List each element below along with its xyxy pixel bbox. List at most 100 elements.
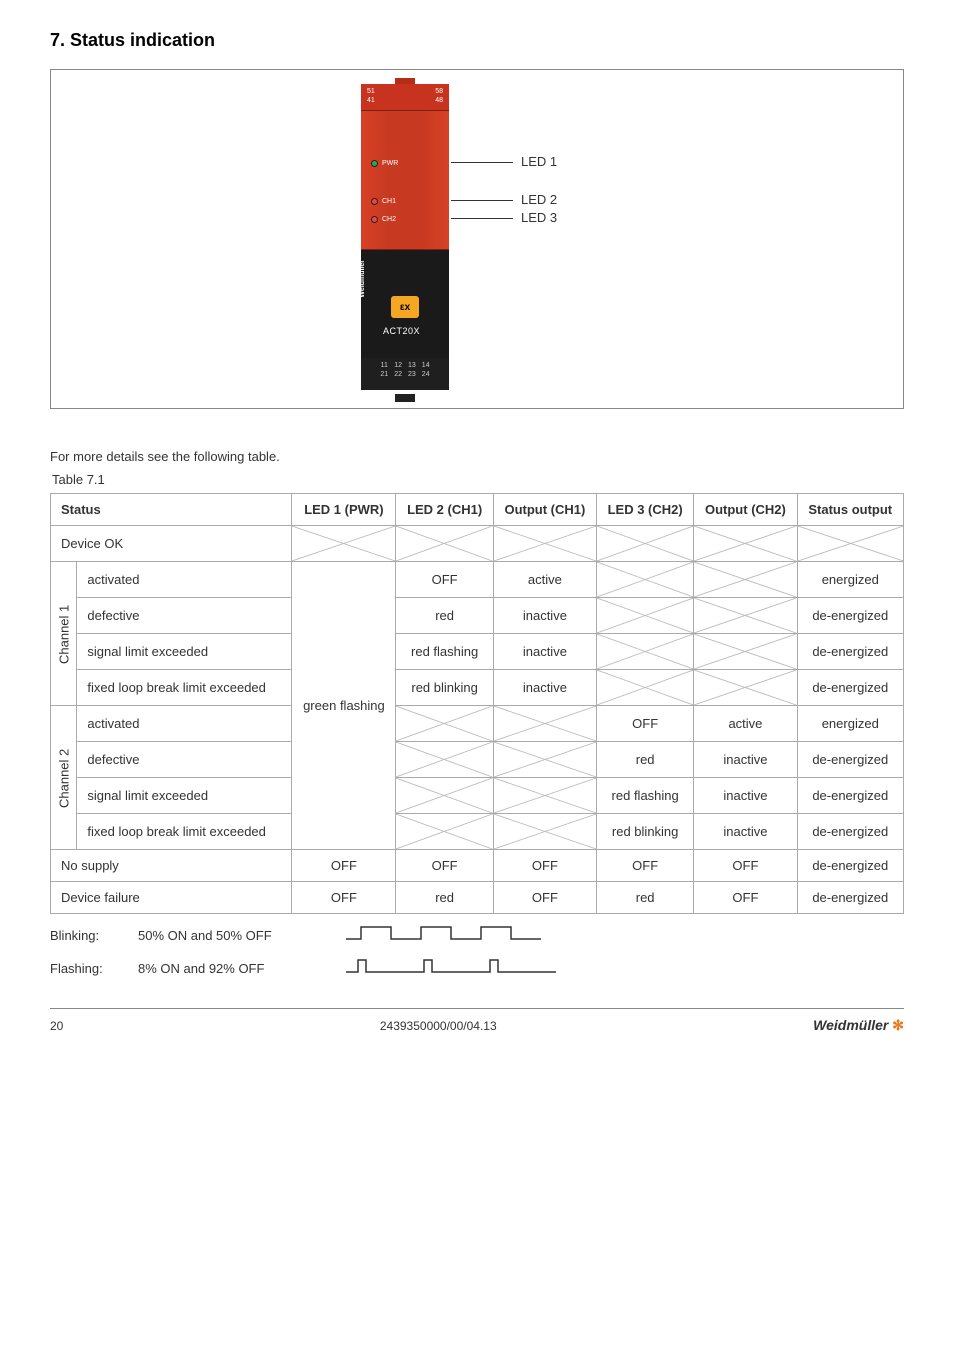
cell: OFF (493, 882, 596, 914)
status-cell: defective (77, 742, 292, 778)
flashing-label: Flashing: (50, 961, 120, 976)
cell: energized (797, 706, 903, 742)
cell: de-energized (797, 850, 903, 882)
flashing-waveform-icon (346, 957, 576, 977)
status-cell: Device failure (51, 882, 292, 914)
status-cell: fixed loop break limit exceeded (77, 670, 292, 706)
cell: inactive (694, 742, 797, 778)
th-led3: LED 3 (CH2) (597, 494, 694, 526)
cell: de-energized (797, 882, 903, 914)
pin-label: 58 (435, 87, 443, 96)
status-cell: Device OK (51, 526, 292, 562)
status-cell: defective (77, 598, 292, 634)
table-row: signal limit exceeded red flashing inact… (51, 778, 904, 814)
pwr-led-label: PWR (382, 160, 398, 167)
brand-logo: Weidmüller ✻ (813, 1017, 904, 1034)
cell: de-energized (797, 742, 903, 778)
pin-label: 12 (394, 361, 402, 370)
pin-label: 13 (408, 361, 416, 370)
pwr-led-icon (371, 160, 378, 167)
table-row: defective red inactive de-energized (51, 598, 904, 634)
cell: red (597, 742, 694, 778)
th-led1: LED 1 (PWR) (292, 494, 396, 526)
cell: red (597, 882, 694, 914)
ch2-led-icon (371, 216, 378, 223)
device-red-body: PWR CH1 CH2 (361, 110, 449, 250)
device-model-label: ACT20X (383, 326, 420, 336)
device-black-body: Weidmüller εx ACT20X (361, 250, 449, 358)
table-row: fixed loop break limit exceeded red blin… (51, 814, 904, 850)
page-number: 20 (50, 1019, 63, 1033)
table-row: Device OK (51, 526, 904, 562)
pin-label: 41 (367, 96, 375, 105)
cell: inactive (493, 634, 596, 670)
th-status-out: Status output (797, 494, 903, 526)
table-row: signal limit exceeded red flashing inact… (51, 634, 904, 670)
device-bottom-terminal: 11 21 12 22 13 23 14 24 (361, 358, 449, 390)
cell: OFF (396, 850, 493, 882)
table-row: Channel 2 activated OFF active energized (51, 706, 904, 742)
cell: OFF (694, 882, 797, 914)
legend-blinking: Blinking: 50% ON and 50% OFF (50, 924, 904, 947)
cell: OFF (292, 850, 396, 882)
status-table: Status LED 1 (PWR) LED 2 (CH1) Output (C… (50, 493, 904, 914)
led2-callout: LED 2 (521, 192, 557, 207)
cell: OFF (597, 850, 694, 882)
cell: red (396, 882, 493, 914)
th-out2: Output (CH2) (694, 494, 797, 526)
cell: OFF (396, 562, 493, 598)
device-illustration: 51 41 58 48 PWR CH1 CH2 Weidmüller (361, 84, 449, 396)
cell: inactive (493, 670, 596, 706)
cell: OFF (597, 706, 694, 742)
cell: OFF (493, 850, 596, 882)
cell: inactive (694, 778, 797, 814)
channel2-group-label: Channel 2 (51, 706, 77, 850)
brand-glyph-icon: ✻ (892, 1017, 904, 1033)
table-caption: Table 7.1 (52, 472, 904, 487)
pin-label: 24 (422, 370, 430, 379)
legend-flashing: Flashing: 8% ON and 92% OFF (50, 957, 904, 980)
table-row: No supply OFF OFF OFF OFF OFF de-energiz… (51, 850, 904, 882)
blinking-waveform-icon (346, 924, 576, 944)
led1-callout: LED 1 (521, 154, 557, 169)
cell: red flashing (396, 634, 493, 670)
cell: de-energized (797, 670, 903, 706)
cell: OFF (292, 882, 396, 914)
cell: red blinking (597, 814, 694, 850)
status-cell: No supply (51, 850, 292, 882)
brand-name: Weidmüller (813, 1017, 888, 1033)
pin-label: 11 (380, 361, 388, 370)
table-row: fixed loop break limit exceeded red blin… (51, 670, 904, 706)
status-cell: activated (77, 562, 292, 598)
page-footer: 20 2439350000/00/04.13 Weidmüller ✻ (50, 1008, 904, 1034)
cell: de-energized (797, 814, 903, 850)
section-title: 7. Status indication (50, 30, 904, 51)
status-cell: activated (77, 706, 292, 742)
figure-hint: For more details see the following table… (50, 449, 904, 464)
cell: red flashing (597, 778, 694, 814)
pin-label: 23 (408, 370, 416, 379)
ch1-led-label: CH1 (382, 198, 396, 205)
cell: inactive (694, 814, 797, 850)
blinking-label: Blinking: (50, 928, 120, 943)
status-cell: signal limit exceeded (77, 634, 292, 670)
ex-badge-icon: εx (391, 296, 419, 318)
device-top-terminal: 51 41 58 48 (361, 84, 449, 110)
doc-reference: 2439350000/00/04.13 (380, 1019, 497, 1033)
ch1-led-icon (371, 198, 378, 205)
pin-label: 21 (380, 370, 388, 379)
status-cell: fixed loop break limit exceeded (77, 814, 292, 850)
cell: energized (797, 562, 903, 598)
pin-label: 22 (394, 370, 402, 379)
pin-label: 51 (367, 87, 375, 96)
channel1-group-label: Channel 1 (51, 562, 77, 706)
pin-label: 14 (422, 361, 430, 370)
pin-label: 48 (435, 96, 443, 105)
table-row: Channel 1 activated green flashing OFF a… (51, 562, 904, 598)
ch2-led-label: CH2 (382, 216, 396, 223)
th-status: Status (51, 494, 292, 526)
cell: de-energized (797, 634, 903, 670)
cell: inactive (493, 598, 596, 634)
table-row: Device failure OFF red OFF red OFF de-en… (51, 882, 904, 914)
th-out1: Output (CH1) (493, 494, 596, 526)
